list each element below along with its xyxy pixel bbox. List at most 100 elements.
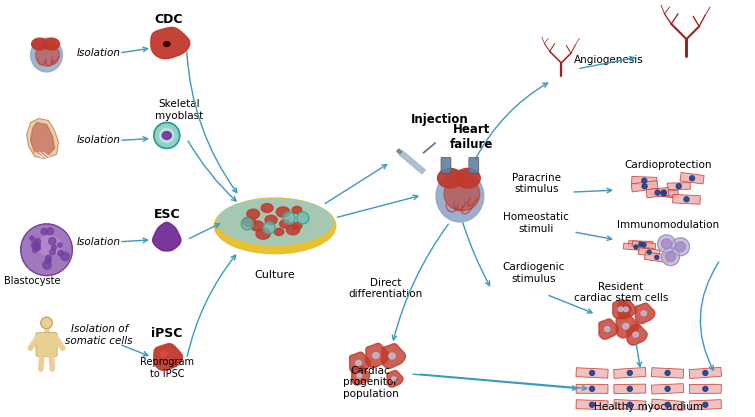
Circle shape (283, 212, 295, 224)
Circle shape (242, 218, 253, 230)
Circle shape (47, 228, 54, 235)
Ellipse shape (217, 199, 333, 245)
Ellipse shape (689, 176, 695, 181)
Text: CDC: CDC (155, 13, 183, 26)
Circle shape (159, 128, 174, 143)
Polygon shape (652, 368, 684, 378)
Circle shape (666, 252, 676, 261)
Polygon shape (639, 248, 660, 256)
Ellipse shape (634, 245, 638, 249)
Text: Isolation: Isolation (77, 136, 122, 146)
Text: Culture: Culture (254, 269, 295, 279)
Circle shape (20, 224, 72, 276)
Text: Isolation: Isolation (77, 48, 122, 58)
Circle shape (32, 248, 37, 252)
Text: iPSC: iPSC (151, 327, 183, 340)
Ellipse shape (164, 42, 170, 46)
Polygon shape (26, 118, 58, 158)
Polygon shape (673, 194, 701, 204)
Ellipse shape (256, 229, 270, 239)
FancyBboxPatch shape (36, 332, 57, 357)
Polygon shape (614, 367, 646, 379)
Circle shape (297, 212, 309, 224)
Polygon shape (689, 399, 721, 410)
Text: Homeostatic
stimuli: Homeostatic stimuli (504, 212, 569, 234)
Ellipse shape (605, 327, 610, 332)
Circle shape (35, 244, 40, 249)
Polygon shape (151, 28, 190, 59)
Text: Heart
failure: Heart failure (450, 123, 494, 151)
Ellipse shape (624, 307, 628, 311)
Polygon shape (397, 149, 402, 154)
Ellipse shape (655, 255, 659, 259)
Ellipse shape (641, 311, 646, 316)
Polygon shape (680, 173, 704, 184)
Ellipse shape (642, 178, 647, 183)
Ellipse shape (627, 370, 632, 375)
Polygon shape (645, 252, 669, 263)
Circle shape (661, 239, 671, 249)
Polygon shape (382, 344, 405, 368)
Ellipse shape (389, 353, 395, 359)
Polygon shape (667, 183, 690, 190)
Ellipse shape (161, 352, 167, 357)
Circle shape (35, 246, 41, 251)
Ellipse shape (274, 228, 284, 236)
Text: ESC: ESC (153, 208, 180, 221)
Ellipse shape (276, 207, 290, 217)
Text: Isolation: Isolation (77, 237, 122, 247)
Ellipse shape (642, 184, 647, 189)
Polygon shape (576, 384, 608, 393)
Text: Reprogram
to iPSC: Reprogram to iPSC (140, 357, 194, 379)
Circle shape (661, 248, 680, 266)
Ellipse shape (162, 132, 171, 139)
Polygon shape (627, 324, 647, 345)
Polygon shape (632, 241, 656, 249)
Ellipse shape (665, 387, 670, 391)
Polygon shape (635, 303, 655, 324)
Circle shape (51, 245, 57, 250)
Ellipse shape (356, 360, 362, 366)
Polygon shape (154, 344, 182, 370)
Circle shape (58, 250, 63, 256)
Ellipse shape (676, 183, 681, 188)
Circle shape (50, 249, 55, 255)
Polygon shape (153, 222, 181, 251)
Ellipse shape (642, 243, 646, 247)
Circle shape (30, 236, 34, 241)
Ellipse shape (286, 225, 300, 235)
Ellipse shape (292, 222, 302, 229)
Polygon shape (646, 188, 669, 198)
Polygon shape (629, 241, 653, 248)
Circle shape (60, 252, 69, 261)
Circle shape (45, 258, 51, 264)
Circle shape (48, 238, 56, 245)
Text: Cardiac
progenitor
population: Cardiac progenitor population (343, 366, 399, 399)
Ellipse shape (392, 377, 396, 381)
Polygon shape (689, 367, 722, 379)
Ellipse shape (242, 217, 256, 227)
Ellipse shape (703, 387, 707, 391)
Text: Isolation of
somatic cells: Isolation of somatic cells (66, 324, 133, 346)
Text: Cardioprotection: Cardioprotection (625, 160, 712, 170)
Ellipse shape (639, 242, 643, 246)
Polygon shape (618, 300, 636, 319)
Ellipse shape (38, 236, 61, 256)
Ellipse shape (684, 197, 689, 202)
Ellipse shape (627, 387, 632, 391)
Polygon shape (576, 400, 608, 410)
Polygon shape (399, 151, 425, 174)
Text: Direct
differentiation: Direct differentiation (348, 278, 423, 299)
Polygon shape (613, 300, 631, 319)
Ellipse shape (32, 38, 48, 50)
Polygon shape (652, 399, 684, 410)
Polygon shape (614, 399, 646, 410)
Ellipse shape (373, 352, 379, 358)
Polygon shape (649, 188, 678, 197)
Ellipse shape (247, 209, 260, 219)
Ellipse shape (665, 402, 670, 407)
Circle shape (658, 235, 676, 253)
Polygon shape (599, 319, 618, 339)
Circle shape (32, 241, 40, 250)
Polygon shape (31, 123, 54, 156)
